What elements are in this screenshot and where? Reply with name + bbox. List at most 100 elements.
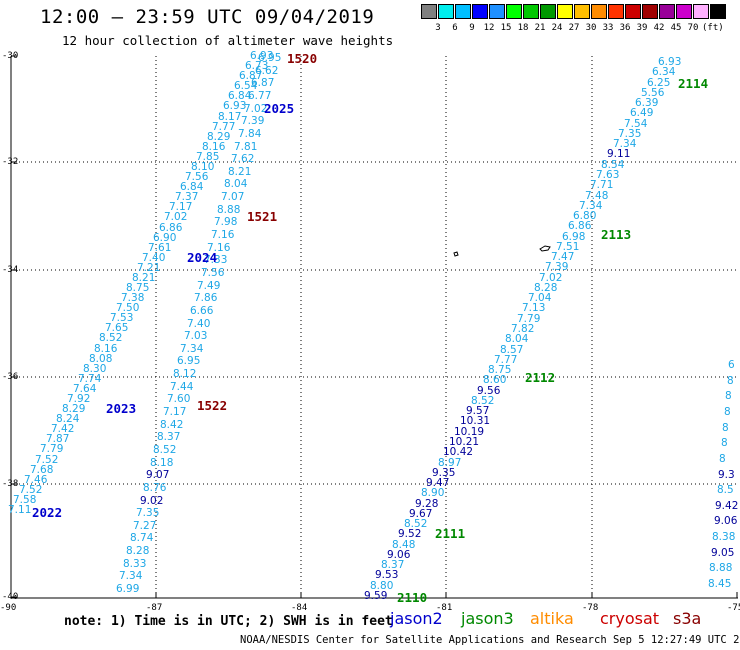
scale-swatch	[608, 4, 624, 19]
lon-label: -84	[291, 603, 308, 613]
wave-height-value: 7.21	[137, 262, 161, 274]
wave-height-value: 8.38	[712, 531, 736, 543]
pass-time-label: 2023	[106, 401, 137, 416]
wave-height-value: 9.52	[398, 528, 422, 540]
wave-height-value: 9.47	[426, 477, 450, 489]
wave-height-value: 8.5	[717, 484, 734, 496]
wave-height-value: 8.33	[123, 558, 147, 570]
wave-height-value: 8.08	[89, 353, 113, 365]
pass-time-label: 2022	[32, 505, 63, 520]
lat-lon-gridlines	[10, 55, 738, 599]
wave-height-value: 6.80	[573, 210, 597, 222]
wave-height-value: 7.50	[116, 302, 140, 314]
wave-height-value: 9.42	[715, 500, 739, 512]
wave-height-value: 8.42	[160, 419, 184, 431]
wave-height-value: 7.02	[539, 272, 563, 284]
scale-label: 9	[469, 23, 475, 33]
wave-height-value: 7.82	[511, 323, 535, 335]
wave-height-value: 9.06	[714, 515, 738, 527]
footer-credit: NOAA/NESDIS Center for Satellite Applica…	[240, 634, 740, 646]
lat-label: -40	[2, 592, 19, 602]
lat-label: -32	[2, 157, 19, 167]
wave-height-value: 7.38	[121, 292, 145, 304]
legend-s3a: s3a	[673, 609, 702, 628]
wave-height-value: 8.16	[202, 141, 226, 153]
wave-height-value: 7.60	[167, 393, 191, 405]
wave-height-value: 7.40	[142, 252, 166, 264]
wave-height-value: 6	[728, 359, 735, 371]
wave-height-value: 9.3	[718, 469, 735, 481]
wave-height-value: 7.17	[169, 201, 193, 213]
wave-height-value: 7.16	[211, 229, 235, 241]
scale-swatch	[472, 4, 488, 19]
wave-height-value: 7.52	[19, 484, 43, 496]
wave-height-value: 7.40	[187, 318, 211, 330]
wave-height-value: 6.86	[568, 220, 592, 232]
lat-label: -36	[2, 372, 19, 382]
scale-label: 39	[636, 23, 648, 33]
wave-height-value: 7.17	[163, 406, 187, 418]
lat-label: -38	[2, 479, 19, 489]
wave-height-value: 7.84	[238, 128, 262, 140]
wave-height-value: 7.47	[551, 251, 575, 263]
wave-height-value: 7.79	[40, 443, 64, 455]
wave-height-value: 7.54	[624, 118, 648, 130]
pass-time-label: 2111	[435, 526, 466, 541]
wave-height-value: 8.12	[173, 368, 197, 380]
scale-label: 30	[585, 23, 597, 33]
wave-height-value: 9.59	[364, 590, 388, 602]
wave-height-value: 7.37	[175, 191, 199, 203]
wave-height-value: 7.34	[613, 138, 637, 150]
scale-label: 12	[483, 23, 495, 33]
scale-swatch	[659, 4, 675, 19]
wave-height-value: 8.52	[471, 395, 495, 407]
wave-height-value: 9.05	[711, 547, 735, 559]
wave-height-value: 8.52	[99, 332, 123, 344]
wave-height-value: 8	[719, 453, 726, 465]
lon-label: -90	[0, 603, 17, 613]
scale-swatch	[523, 4, 539, 19]
wave-height-value: 7.39	[241, 115, 265, 127]
wave-height-value: 7.34	[119, 570, 143, 582]
wave-height-value: 7.79	[517, 313, 541, 325]
wave-height-value: 7.48	[585, 190, 609, 202]
scale-swatch	[438, 4, 454, 19]
wave-height-value: 7.61	[148, 242, 172, 254]
scale-label: 27	[568, 23, 580, 33]
wave-height-value: 8.18	[150, 457, 174, 469]
scale-swatch	[642, 4, 658, 19]
wave-height-value: 7.77	[212, 121, 236, 133]
wave-height-value: 7.39	[545, 261, 569, 273]
wave-height-value: 9.35	[432, 467, 456, 479]
wave-height-value: 6.49	[630, 107, 654, 119]
pass-time-label: 2112	[525, 370, 556, 385]
scale-swatch	[557, 4, 573, 19]
wave-height-value: 7.46	[24, 474, 48, 486]
island-juan-fernandez	[453, 245, 551, 257]
wave-height-value: 8.21	[132, 272, 156, 284]
wave-height-value: 6.54	[234, 80, 258, 92]
wave-height-value: 7.74	[78, 373, 102, 385]
wave-height-value: 8.88	[709, 562, 733, 574]
wave-height-value: 6.62	[255, 65, 279, 77]
wave-height-value: 7.42	[51, 423, 75, 435]
scale-label: 21	[534, 23, 546, 33]
wave-height-value: 6.84	[228, 90, 252, 102]
scale-swatch	[506, 4, 522, 19]
wave-height-value: 6.87	[239, 70, 263, 82]
wave-height-value: 7.52	[35, 454, 59, 466]
wave-height-value: 6.95	[177, 355, 201, 367]
wave-height-value: 8	[727, 375, 734, 387]
page-title: 12:00 – 23:59 UTC 09/04/2019	[40, 6, 375, 28]
wave-height-value: 9.02	[140, 495, 164, 507]
wave-height-value: 7.02	[244, 103, 268, 115]
legend-cryosat: cryosat	[600, 609, 660, 628]
lon-label: -75	[727, 603, 740, 613]
wave-height-value: 6.98	[562, 231, 586, 243]
wave-height-value: 8.45	[708, 578, 732, 590]
wave-height-value: 6.93	[250, 50, 274, 62]
scale-swatch	[540, 4, 556, 19]
wave-height-value: 8.04	[224, 178, 248, 190]
scale-label: 36	[619, 23, 631, 33]
